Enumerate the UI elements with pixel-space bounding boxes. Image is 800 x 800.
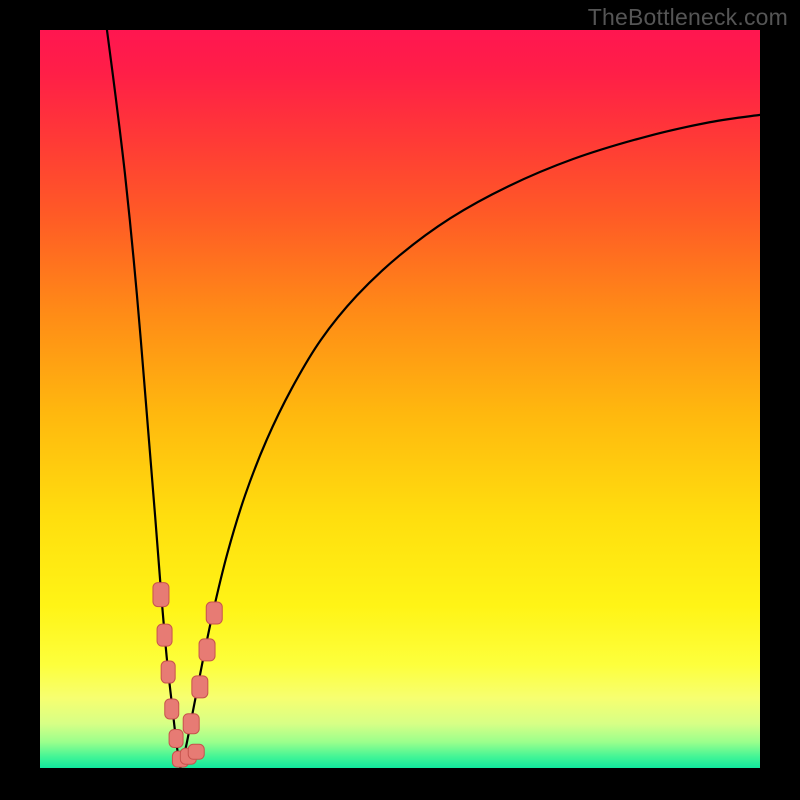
data-marker — [153, 583, 169, 607]
plot-area — [40, 30, 760, 768]
data-marker — [183, 714, 199, 734]
data-marker — [157, 624, 172, 646]
right-branch-curve — [180, 115, 760, 768]
watermark-text: TheBottleneck.com — [588, 4, 788, 31]
curve-layer — [40, 30, 760, 768]
data-marker — [169, 729, 183, 747]
data-marker — [161, 661, 175, 683]
data-marker — [192, 676, 208, 698]
data-marker — [199, 639, 215, 661]
data-marker — [188, 744, 204, 759]
data-marker — [206, 602, 222, 624]
chart-stage: TheBottleneck.com — [0, 0, 800, 800]
left-branch-curve — [107, 30, 180, 768]
data-marker — [165, 699, 179, 719]
